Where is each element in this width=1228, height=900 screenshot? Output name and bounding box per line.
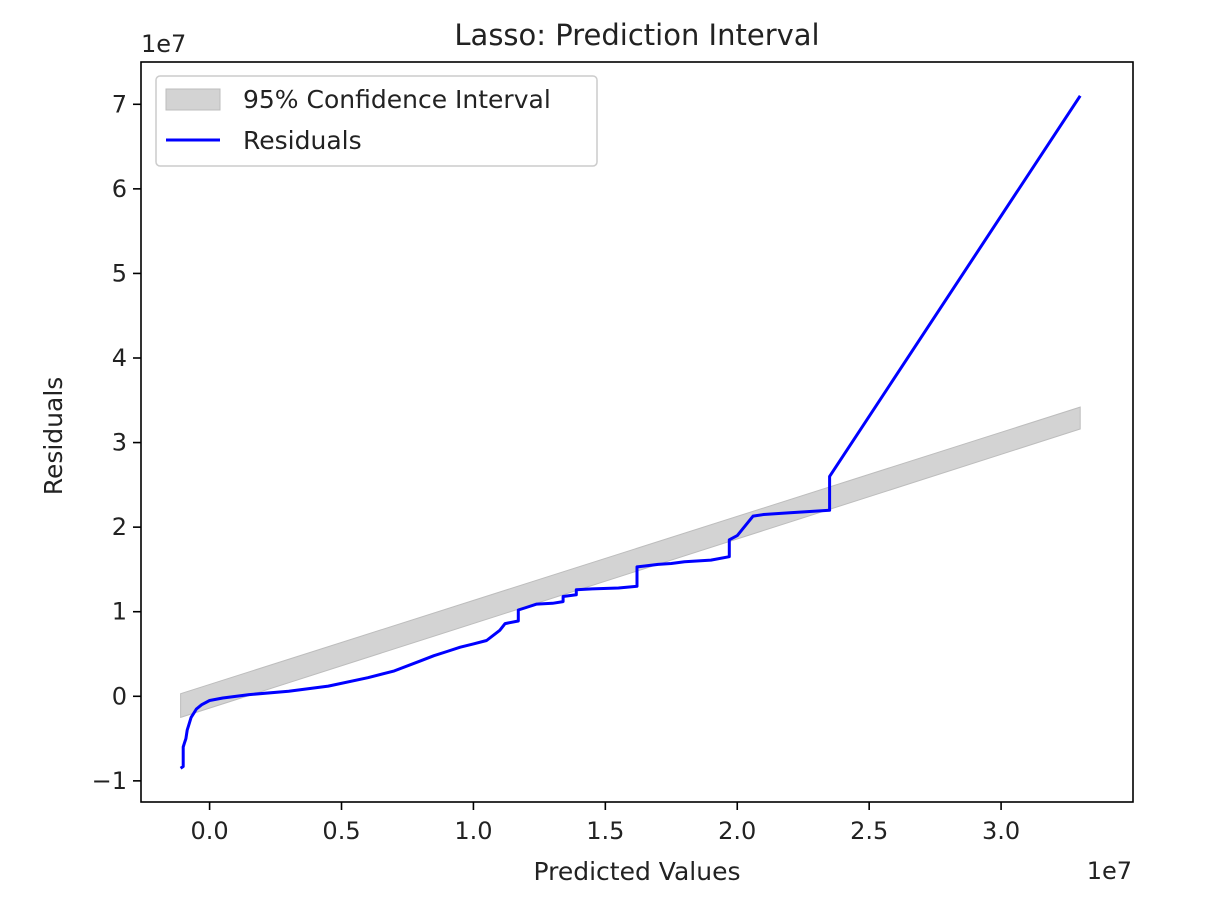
legend-frame (155, 75, 598, 167)
x-tick-label: 1.0 (454, 817, 492, 845)
y-tick-label: 6 (112, 175, 127, 203)
x-tick-label: 2.5 (850, 817, 888, 845)
confidence-interval-band (180, 406, 1081, 719)
legend-label-confidence-interval: 95% Confidence Interval (243, 85, 551, 114)
y-tick-label: 1 (112, 598, 127, 626)
y-tick-label: 3 (112, 429, 127, 457)
plot-area: 0.0 0.5 1.0 1.5 2.0 2.5 3.0 −1 0 1 2 3 4 5 6 7 (92, 61, 1134, 845)
x-tick-label: 2.0 (718, 817, 756, 845)
residuals-line (179, 94, 1082, 770)
legend-swatch-confidence-interval (165, 88, 221, 111)
chart-title: Lasso: Prediction Interval (454, 18, 819, 52)
x-tick-label: 0.0 (191, 817, 229, 845)
legend-label-residuals: Residuals (243, 126, 362, 155)
y-tick-label: 0 (112, 682, 127, 710)
x-axis-offset-label: 1e7 (1087, 857, 1132, 885)
axes-frame (140, 61, 1134, 803)
y-tick-label: −1 (92, 767, 127, 795)
x-tick-label: 1.5 (586, 817, 624, 845)
y-axis-label: Residuals (39, 377, 68, 496)
y-tick-label: 7 (112, 90, 127, 118)
x-tick-label: 0.5 (322, 817, 360, 845)
x-tick-label: 3.0 (982, 817, 1020, 845)
x-axis-label: Predicted Values (534, 857, 741, 886)
legend: 95% Confidence Interval Residuals (155, 75, 598, 167)
y-tick-label: 2 (112, 513, 127, 541)
y-tick-label: 4 (112, 344, 127, 372)
y-tick-label: 5 (112, 259, 127, 287)
y-axis-offset-label: 1e7 (141, 30, 186, 58)
